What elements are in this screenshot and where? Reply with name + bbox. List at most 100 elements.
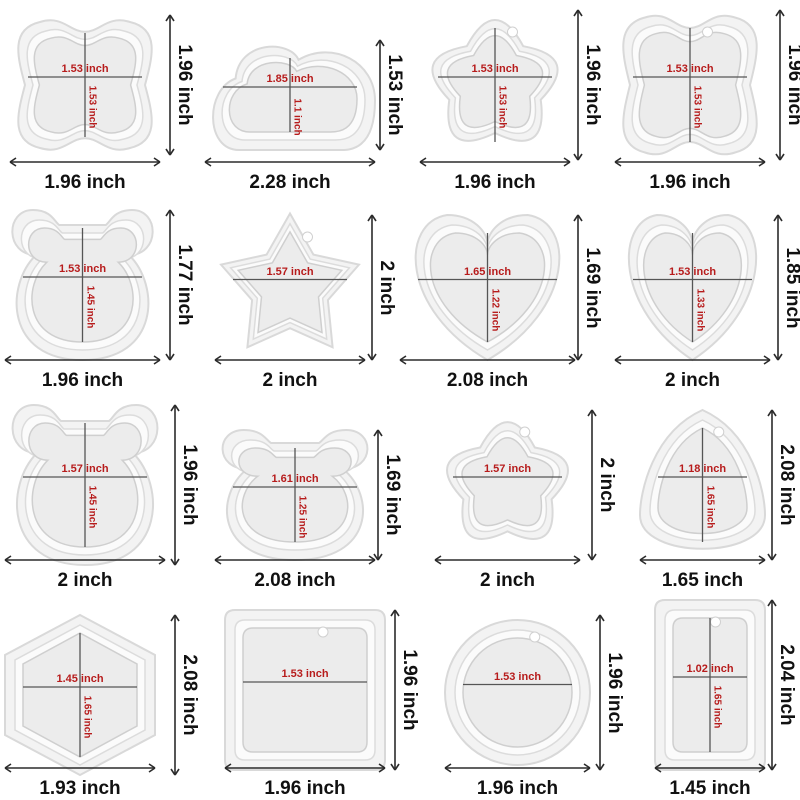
mold-item-star: 2 inch 2 inch 1.57 inch	[200, 200, 400, 400]
width-arrowheads	[419, 157, 571, 167]
inner-height-label: 1.22 inch	[489, 288, 500, 331]
mold-cavity	[236, 230, 344, 334]
mold-item-square: 1.96 inch 1.96 inch 1.53 inch	[200, 600, 420, 800]
mold-cavity	[242, 627, 368, 753]
inner-width-label: 1.57 inch	[61, 463, 109, 475]
mold-drawing	[204, 39, 385, 167]
mold-drawing	[214, 211, 377, 365]
mold-drawing	[224, 609, 400, 773]
inner-width-label: 1.45 inch	[56, 673, 104, 685]
height-arrowheads	[367, 214, 377, 361]
inner-width-label: 1.53 inch	[58, 263, 107, 275]
inner-width-label: 1.85 inch	[266, 73, 314, 85]
mold-drawing	[4, 208, 175, 365]
width-arrowheads	[214, 355, 366, 365]
height-label: 1.96 inch	[784, 44, 800, 126]
inner-width-label: 1.53 inch	[493, 670, 542, 683]
inner-width-label: 1.61 inch	[271, 473, 319, 485]
hanging-hole	[713, 426, 725, 438]
height-arrowheads	[587, 409, 597, 561]
inner-width-label: 1.53 inch	[668, 265, 717, 278]
inner-height-label: 1.45 inch	[84, 285, 95, 329]
hanging-hole	[529, 631, 541, 643]
inner-width-label: 1.65 inch	[463, 265, 512, 278]
width-arrowheads	[654, 763, 766, 773]
mold-cavity	[228, 61, 358, 133]
height-arrowheads	[767, 599, 777, 771]
mold-drawing	[638, 408, 777, 565]
mold-drawing	[654, 599, 777, 773]
mold-item-bear: 1.96 inch 1.77 inch 1.53 inch 1.45 inch	[0, 200, 200, 400]
mold-drawing	[9, 14, 175, 167]
inner-width-label: 1.02 inch	[686, 663, 734, 675]
height-label: 2 inch	[376, 260, 397, 315]
width-arrowheads	[214, 555, 376, 565]
height-arrowheads	[573, 214, 583, 361]
mold-item-teardrop: 1.65 inch 2.08 inch 1.18 inch 1.65 inch	[600, 400, 800, 600]
height-label: 1.85 inch	[782, 246, 800, 329]
width-label: 1.96 inch	[476, 778, 559, 799]
inner-width-label: 1.53 inch	[471, 63, 519, 75]
mold-cavity	[461, 437, 554, 527]
height-arrowheads	[165, 14, 175, 156]
mold-cavity	[462, 637, 573, 748]
inner-height-label: 1.45 inch	[86, 485, 98, 529]
inner-width-label: 1.53 inch	[61, 63, 109, 75]
height-arrowheads	[170, 404, 180, 566]
hanging-hole	[507, 26, 518, 38]
hanging-hole	[302, 231, 313, 243]
height-arrowheads	[390, 609, 400, 771]
width-arrowheads	[639, 555, 766, 565]
hanging-hole	[317, 626, 329, 638]
inner-height-label: 1.65 inch	[81, 695, 93, 739]
mold-item-square-bump: 1.96 inch 1.96 inch 1.53 inch 1.53 inch	[600, 0, 800, 200]
hanging-hole	[519, 426, 531, 438]
hanging-hole	[710, 616, 721, 628]
width-label: 1.93 inch	[39, 778, 121, 799]
mold-drawing	[4, 613, 180, 777]
mold-item-hexagon: 1.93 inch 2.08 inch 1.45 inch 1.65 inch	[0, 600, 200, 800]
mold-item-flower-square: 1.96 inch 1.96 inch 1.53 inch 1.53 inch	[0, 0, 200, 200]
inner-height-label: 1.53 inch	[86, 85, 98, 129]
width-label: 1.96 inch	[44, 172, 126, 193]
hanging-hole	[702, 26, 713, 38]
inner-width-label: 1.18 inch	[678, 463, 727, 475]
mold-item-bear-small: 2.08 inch 1.69 inch 1.61 inch 1.25 inch	[200, 400, 403, 600]
height-label: 1.77 inch	[174, 244, 195, 326]
mold-drawing	[614, 213, 783, 365]
height-label: 2.08 inch	[179, 654, 200, 736]
width-label: 2 inch	[262, 370, 318, 391]
inner-height-label: 1.53 inch	[691, 85, 703, 129]
height-arrowheads	[775, 9, 785, 161]
height-arrowheads	[573, 9, 583, 161]
mold-item-heart-round: 2 inch 1.85 inch 1.53 inch 1.33 inch	[600, 200, 800, 400]
width-arrowheads	[444, 763, 591, 773]
width-arrowheads	[614, 355, 771, 365]
width-arrowheads	[224, 763, 386, 773]
mold-drawing	[214, 428, 383, 565]
mold-drawing	[443, 614, 605, 773]
height-label: 2.04 inch	[776, 644, 797, 726]
inner-height-label: 1.1 inch	[291, 98, 303, 136]
width-label: 2.08 inch	[254, 570, 336, 591]
width-label: 2 inch	[665, 370, 720, 391]
height-arrowheads	[170, 614, 180, 776]
mold-item-circle: 1.96 inch 1.96 inch 1.53 inch	[400, 600, 625, 800]
height-arrowheads	[165, 209, 175, 361]
mold-item-bear: 2 inch 1.96 inch 1.57 inch 1.45 inch	[0, 400, 200, 600]
inner-height-label: 1.25 inch	[296, 495, 308, 539]
inner-width-label: 1.53 inch	[281, 668, 329, 680]
width-label: 2.28 inch	[249, 172, 331, 193]
mold-item-cloud: 2.28 inch 1.53 inch 1.85 inch 1.1 inch	[200, 0, 405, 200]
inner-height-label: 1.65 inch	[711, 685, 723, 729]
width-arrowheads	[434, 555, 581, 565]
width-label: 2 inch	[57, 570, 113, 591]
height-arrowheads	[595, 614, 605, 771]
width-label: 1.45 inch	[669, 778, 751, 799]
width-label: 2.08 inch	[446, 370, 529, 391]
inner-height-label: 1.53 inch	[496, 85, 508, 129]
width-label: 1.96 inch	[454, 172, 536, 193]
height-label: 2.08 inch	[776, 444, 797, 526]
width-arrowheads	[9, 157, 161, 167]
width-arrowheads	[4, 763, 156, 773]
